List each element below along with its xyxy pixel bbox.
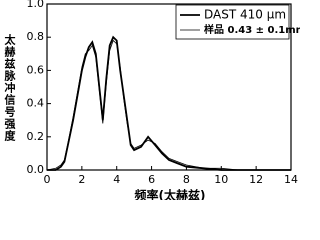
legend-box <box>175 4 290 40</box>
y-axis-label: 太赫兹脉冲信号强度 <box>3 33 17 142</box>
y-tick-label: 0.8 <box>27 30 45 43</box>
series-line <box>47 35 291 171</box>
x-tick-label: 2 <box>78 173 85 186</box>
legend-label: DAST 410 μm <box>204 8 286 22</box>
plot-frame <box>46 3 292 171</box>
x-tick-label: 14 <box>284 173 298 186</box>
y-tick-label: 0.0 <box>27 163 45 176</box>
chart: 太赫兹脉冲信号强度 频率(太赫兹) 0.0 0.2 0.4 0.6 0.8 1.0 0 2 4 6… <box>3 0 300 201</box>
x-axis-label: 频率(太赫兹) <box>135 188 206 201</box>
x-tick-label: 10 <box>214 173 228 186</box>
x-tick-label: 4 <box>113 173 120 186</box>
series-line <box>46 39 291 171</box>
x-tick-label: 8 <box>183 173 190 186</box>
y-tick-label: 0.2 <box>27 130 45 143</box>
page: 太赫兹脉冲信号强度 频率(太赫兹) 0.0 0.2 0.4 0.6 0.8 1.0 0 2 4 6… <box>3 0 300 201</box>
x-tick-label: 0 <box>44 173 51 186</box>
y-tick-label: 0.4 <box>27 97 45 110</box>
legend-label: 样品 0.43 ± 0.1mm <box>204 23 300 36</box>
x-tick-label: 6 <box>148 173 155 186</box>
x-tick-label: 12 <box>249 173 263 186</box>
y-tick-label: 1.0 <box>27 0 45 10</box>
y-tick-label: 0.6 <box>27 63 45 76</box>
